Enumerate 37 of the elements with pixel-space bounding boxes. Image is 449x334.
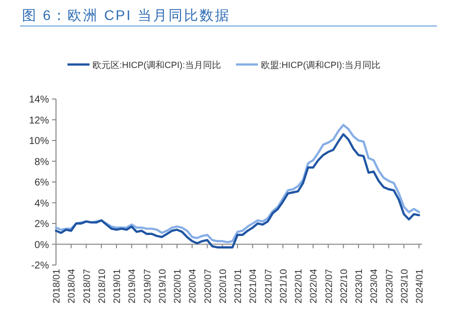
x-tick-label: 2019/01: [112, 269, 123, 304]
y-tick-label: 10%: [28, 136, 50, 147]
y-tick-label: 4%: [34, 198, 50, 210]
x-tick-label: 2019/04: [127, 269, 138, 304]
x-tick-label: 2021/04: [248, 269, 260, 304]
x-tick-label: 2023/04: [369, 269, 380, 304]
x-tick-label: 2018/10: [96, 269, 108, 304]
x-tick-label: 2018/04: [66, 269, 78, 304]
x-tick-label: 2021/01: [233, 269, 244, 304]
x-tick-label: 2019/07: [142, 269, 154, 304]
x-tick-label: 2020/01: [172, 269, 184, 304]
x-tick-label: 2022/04: [308, 269, 320, 304]
legend-label: 欧盟:HICP(调和CPI):当月同比: [261, 60, 381, 70]
legend-label: 欧元区:HICP(调和CPI):当月同比: [92, 60, 221, 70]
x-tick-label: 2023/07: [384, 269, 396, 304]
y-tick-label: 2%: [34, 219, 50, 230]
x-tick-label: 2022/07: [324, 269, 335, 304]
x-tick-label: 2023/01: [354, 269, 365, 304]
x-tick-label: 2022/01: [294, 269, 304, 304]
x-tick-label: 2023/10: [399, 269, 410, 304]
x-tick-label: 2018/01: [52, 269, 62, 304]
y-tick-label: 14%: [28, 94, 50, 106]
x-tick-label: 2022/10: [338, 269, 350, 304]
y-tick-label: 12%: [28, 115, 50, 126]
x-tick-label: 2020/04: [188, 269, 199, 304]
y-tick-label: 8%: [34, 156, 50, 168]
chart-title: 图 6：欧洲 CPI 当月同比数据: [22, 7, 230, 23]
y-tick-label: 0%: [34, 240, 50, 251]
x-tick-label: 2019/10: [157, 269, 168, 304]
x-tick-label: 2021/10: [278, 269, 290, 304]
x-tick-label: 2024/01: [414, 269, 426, 304]
y-tick-label: -2%: [31, 260, 50, 272]
y-tick-label: 6%: [34, 178, 50, 188]
x-tick-label: 2021/07: [263, 269, 274, 304]
x-tick-label: 2018/07: [82, 269, 93, 304]
x-tick-label: 2020/07: [202, 269, 214, 304]
x-tick-label: 2020/10: [218, 269, 229, 304]
